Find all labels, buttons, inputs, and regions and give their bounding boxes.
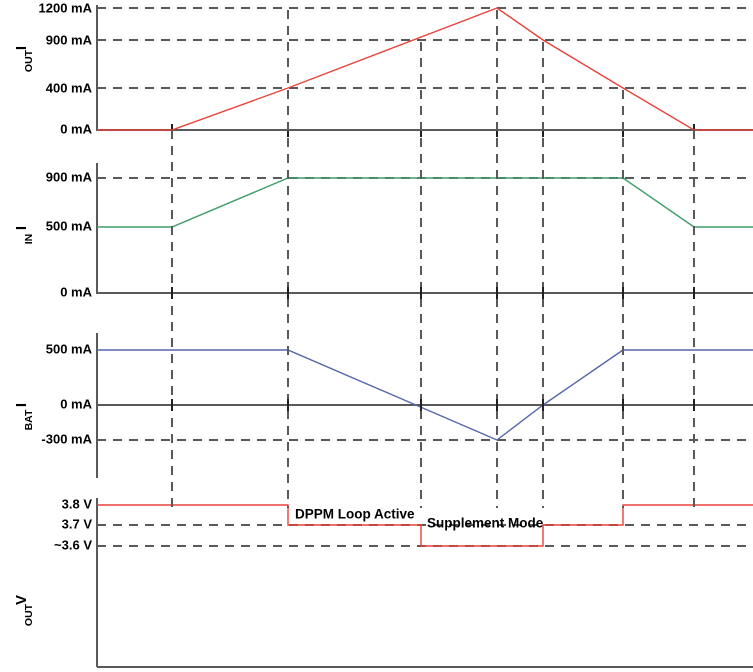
panel-iout: 1200 mA 900 mA 400 mA 0 mA I OUT [13,0,753,137]
axis-name-iin-main: I [13,226,30,230]
tick-label-vout-36: ~3.6 V [54,537,92,552]
panel-vout: 3.8 V 3.7 V ~3.6 V V OUT DPPM Loop Activ… [13,496,753,668]
axis-name-vout: V OUT [13,595,35,626]
baseline-tickmarks [171,287,695,411]
axis-name-iout-main: I [13,46,30,50]
trace-iin [97,177,753,228]
tick-label-vout-37: 3.7 V [62,516,93,531]
trace-iout [97,7,753,131]
annotation-supplement-mode: Supplement Mode [427,516,544,531]
tick-label-iin-500: 500 mA [46,218,93,233]
tick-label-iout-0: 0 mA [60,121,92,136]
axis-name-ibat-main: I [13,403,30,407]
axis-name-iin: I IN [13,226,35,244]
tick-label-ibat-500: 500 mA [46,341,93,356]
tick-label-iin-0: 0 mA [60,284,92,299]
tick-label-iout-1200: 1200 mA [39,0,93,15]
event-gridlines [171,10,695,508]
trace-ibat [97,349,753,441]
trace-vout [97,504,753,547]
tick-label-ibat-neg300: -300 mA [41,431,92,446]
panel-iin: 900 mA 500 mA 0 mA I IN [13,163,753,299]
tick-label-iout-900: 900 mA [46,32,93,47]
axis-name-vout-main: V [13,595,30,605]
axis-name-iout-sub: OUT [23,49,35,72]
axis-name-iin-sub: IN [23,234,35,245]
axis-name-vout-sub: OUT [23,603,35,626]
axis-name-iout: I OUT [13,46,35,72]
axis-name-ibat-sub: BAT [23,409,35,430]
tick-label-vout-38: 3.8 V [62,496,93,511]
tick-label-iout-400: 400 mA [46,80,93,95]
axis-name-ibat: I BAT [13,403,35,430]
annotation-dppm-loop-active: DPPM Loop Active [295,507,415,522]
tick-label-ibat-0: 0 mA [60,396,92,411]
tick-label-iin-900: 900 mA [46,169,93,184]
panel-ibat: 500 mA 0 mA -300 mA I BAT [13,333,753,478]
